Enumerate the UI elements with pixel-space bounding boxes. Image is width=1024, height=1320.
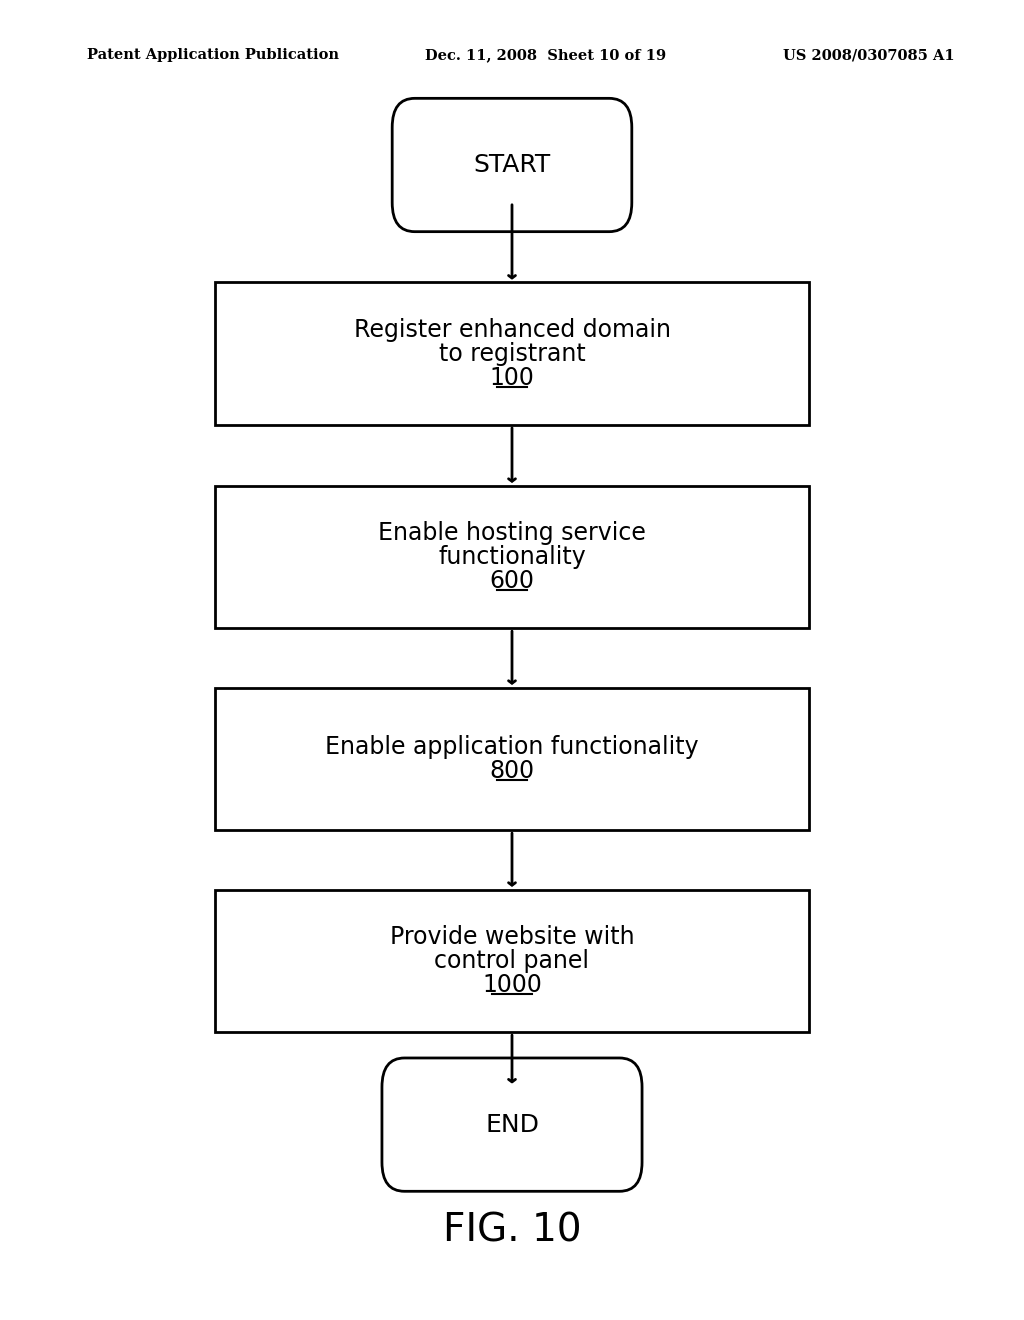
Text: control panel: control panel [434,949,590,973]
Text: Dec. 11, 2008  Sheet 10 of 19: Dec. 11, 2008 Sheet 10 of 19 [425,49,666,62]
FancyBboxPatch shape [392,98,632,232]
Text: END: END [485,1113,539,1137]
Text: US 2008/0307085 A1: US 2008/0307085 A1 [783,49,955,62]
Bar [215,890,809,1032]
Bar [215,282,809,425]
FancyBboxPatch shape [382,1059,642,1191]
Text: Enable hosting service: Enable hosting service [378,521,646,545]
Text: FIG. 10: FIG. 10 [442,1212,582,1249]
Text: 800: 800 [489,759,535,783]
Bar [215,486,809,628]
Bar [215,688,809,830]
Text: 1000: 1000 [482,973,542,997]
Text: START: START [473,153,551,177]
Text: 600: 600 [489,569,535,593]
Text: Register enhanced domain: Register enhanced domain [353,318,671,342]
Text: functionality: functionality [438,545,586,569]
Text: 100: 100 [489,366,535,389]
Text: Enable application functionality: Enable application functionality [326,735,698,759]
Text: Patent Application Publication: Patent Application Publication [87,49,339,62]
Text: to registrant: to registrant [438,342,586,366]
Text: Provide website with: Provide website with [390,925,634,949]
